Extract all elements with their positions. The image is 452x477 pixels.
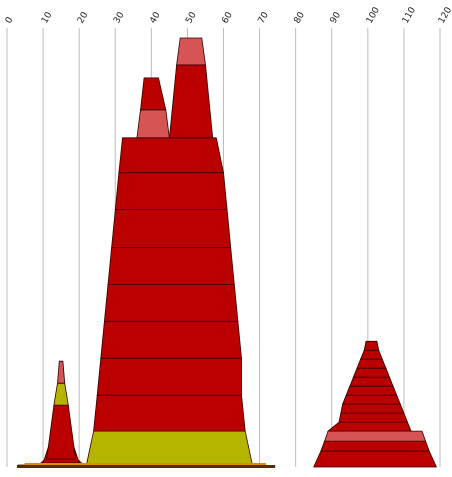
large-peak-band-1 xyxy=(93,394,246,432)
large-peak-band-2 xyxy=(96,357,242,396)
baseline-strip-orange xyxy=(24,463,266,465)
right-peak-band-0 xyxy=(313,450,438,468)
large-peak-band-9 xyxy=(136,109,170,139)
right-peak-band-11 xyxy=(360,349,383,360)
right-peak-band-5 xyxy=(340,403,405,414)
x-tick-label-50: 50 xyxy=(184,10,199,25)
x-tick-labels: 0 10 20 30 40 50 60 70 80 90 100 110 120 xyxy=(4,5,452,25)
right-peak-band-12 xyxy=(363,340,380,351)
x-tick-label-90: 90 xyxy=(329,10,344,25)
small-peak-band-3 xyxy=(46,404,77,460)
right-peak-band-1 xyxy=(320,440,430,452)
baseline-strips xyxy=(17,463,276,468)
right-peak-band-10 xyxy=(356,358,387,369)
right-peak-band-9 xyxy=(352,367,391,378)
small-peak-band-4 xyxy=(53,382,69,406)
x-tick-label-20: 20 xyxy=(76,10,91,25)
right-peak-band-7 xyxy=(345,385,398,396)
large-peak-band-10 xyxy=(140,77,167,111)
x-tick-label-100: 100 xyxy=(365,5,382,25)
right-peak-band-2 xyxy=(323,430,427,442)
small-peak-band-5 xyxy=(57,360,66,384)
x-tick-label-0: 0 xyxy=(4,15,16,25)
x-tick-label-80: 80 xyxy=(293,10,308,25)
right-peak-band-3 xyxy=(326,421,412,432)
large-peak-band-8 xyxy=(118,137,224,174)
large-peak-band-0 xyxy=(85,430,253,466)
large-peak-band-12 xyxy=(176,37,206,66)
baseline-strip-brown xyxy=(17,465,276,468)
right-peak-band-6 xyxy=(342,394,401,405)
area-bands xyxy=(17,37,438,468)
large-peak-band-3 xyxy=(100,320,242,359)
x-tick-label-40: 40 xyxy=(148,10,163,25)
large-peak-band-5 xyxy=(107,247,235,285)
x-tick-label-60: 60 xyxy=(220,10,235,25)
x-tick-label-30: 30 xyxy=(112,10,127,25)
large-peak-band-6 xyxy=(111,209,232,248)
x-tick-label-120: 120 xyxy=(437,5,452,25)
x-tick-label-70: 70 xyxy=(257,10,272,25)
large-peak-band-11 xyxy=(168,64,214,139)
x-tick-label-110: 110 xyxy=(401,5,418,25)
x-tick-label-10: 10 xyxy=(40,10,55,25)
right-peak-band-8 xyxy=(349,376,394,387)
large-peak-band-4 xyxy=(103,283,239,322)
large-peak-band-7 xyxy=(114,172,228,211)
right-peak-band-4 xyxy=(338,412,409,423)
